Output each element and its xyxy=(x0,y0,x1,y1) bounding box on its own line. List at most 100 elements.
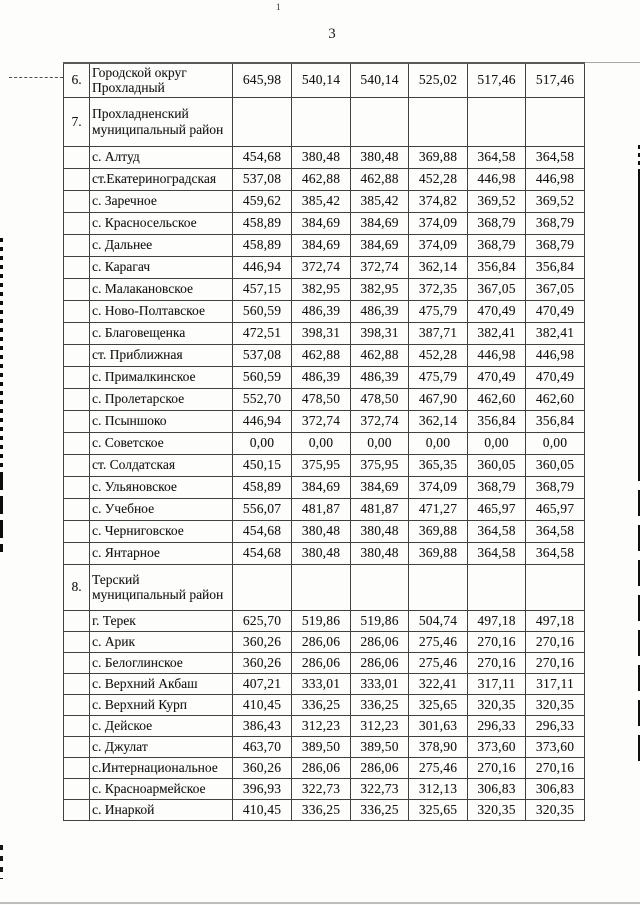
table-row: с. Верхний Курп 410,45 336,25 336,25 325,65 3… xyxy=(63,693,585,716)
settlement-name-cell: ст.Екатериноградская xyxy=(89,167,233,191)
row-number-cell xyxy=(63,167,90,191)
scan-left-edge-artifact xyxy=(0,472,3,552)
value-cell xyxy=(350,563,409,611)
row-number-cell xyxy=(63,541,90,565)
value-cell: 382,41 xyxy=(467,321,526,345)
row-number-cell xyxy=(63,630,90,653)
value-cell: 270,16 xyxy=(525,651,585,674)
settlement-name-cell: с. Благовещенка xyxy=(89,321,233,345)
value-cell: 452,28 xyxy=(408,167,468,191)
value-cell: 465,97 xyxy=(467,497,526,521)
value-cell: 375,95 xyxy=(291,453,351,477)
tariff-table-body: 6. Городской округ Прохладный 645,98 540,14… xyxy=(63,62,585,821)
value-cell xyxy=(232,96,292,147)
value-cell: 356,84 xyxy=(467,409,526,433)
value-cell: 385,42 xyxy=(350,189,409,213)
value-cell xyxy=(291,563,351,611)
value-cell: 0,00 xyxy=(467,431,526,455)
settlement-name-cell: с. Советское xyxy=(89,431,233,455)
settlement-name-cell: с. Ульяновское xyxy=(89,475,233,499)
settlement-name-cell: г. Терек xyxy=(89,609,233,632)
value-cell: 625,70 xyxy=(232,609,292,632)
value-cell: 470,49 xyxy=(467,365,526,389)
value-cell: 372,35 xyxy=(408,277,468,301)
value-cell: 470,49 xyxy=(525,299,585,323)
value-cell: 497,18 xyxy=(467,609,526,632)
value-cell: 382,41 xyxy=(525,321,585,345)
value-cell: 320,35 xyxy=(525,798,585,821)
value-cell xyxy=(408,563,468,611)
value-cell: 374,09 xyxy=(408,233,468,257)
value-cell: 336,25 xyxy=(291,798,351,821)
value-cell: 0,00 xyxy=(350,431,409,455)
value-cell: 368,79 xyxy=(467,475,526,499)
value-cell: 367,05 xyxy=(467,277,526,301)
value-cell: 458,89 xyxy=(232,211,292,235)
settlement-name-cell: с. Красноармейское xyxy=(89,777,233,800)
row-number-cell xyxy=(63,609,90,632)
row-number-cell xyxy=(63,409,90,433)
value-cell: 540,14 xyxy=(350,62,409,98)
table-row: 8. Терский муниципальный район xyxy=(63,563,585,611)
row-number-cell xyxy=(63,497,90,521)
value-cell: 504,74 xyxy=(408,609,468,632)
value-cell: 410,45 xyxy=(232,798,292,821)
row-number-cell xyxy=(63,475,90,499)
value-cell: 301,63 xyxy=(408,714,468,737)
value-cell: 519,86 xyxy=(350,609,409,632)
settlement-name-cell: с. Дальнее xyxy=(89,233,233,257)
value-cell: 374,09 xyxy=(408,211,468,235)
value-cell: 519,86 xyxy=(291,609,351,632)
value-cell: 380,48 xyxy=(291,145,351,169)
table-row: с. Учебное 556,07 481,87 481,87 471,27 465,97… xyxy=(63,497,585,521)
table-row: с. Красносельское 458,89 384,69 384,69 374,0… xyxy=(63,211,585,235)
value-cell: 462,88 xyxy=(291,343,351,367)
value-cell xyxy=(467,563,526,611)
value-cell: 270,16 xyxy=(467,756,526,779)
value-cell: 457,15 xyxy=(232,277,292,301)
value-cell: 410,45 xyxy=(232,693,292,716)
table-row: с. Белоглинское 360,26 286,06 286,06 275,46 2… xyxy=(63,651,585,674)
table-row: с.Интернациональное 360,26 286,06 286,06 275… xyxy=(63,756,585,779)
scan-faint-line xyxy=(584,62,640,63)
settlement-name-cell: с. Арик xyxy=(89,630,233,653)
value-cell: 497,18 xyxy=(525,609,585,632)
value-cell: 525,02 xyxy=(408,62,468,98)
value-cell: 369,52 xyxy=(467,189,526,213)
table-row: ст. Солдатская 450,15 375,95 375,95 365,35 36… xyxy=(63,453,585,477)
value-cell: 375,95 xyxy=(350,453,409,477)
settlement-name-cell: с. Янтарное xyxy=(89,541,233,565)
table-row: с. Карагач 446,94 372,74 372,74 362,14 356,84… xyxy=(63,255,585,279)
value-cell: 360,26 xyxy=(232,651,292,674)
value-cell: 396,93 xyxy=(232,777,292,800)
value-cell: 275,46 xyxy=(408,630,468,653)
value-cell: 320,35 xyxy=(467,693,526,716)
value-cell: 369,88 xyxy=(408,541,468,565)
value-cell: 560,59 xyxy=(232,299,292,323)
settlement-name-cell: с. Верхний Акбаш xyxy=(89,672,233,695)
value-cell: 386,43 xyxy=(232,714,292,737)
row-number-cell xyxy=(63,277,90,301)
value-cell: 446,98 xyxy=(525,343,585,367)
value-cell: 475,79 xyxy=(408,365,468,389)
value-cell: 384,69 xyxy=(350,475,409,499)
value-cell: 306,83 xyxy=(525,777,585,800)
settlement-name-cell: с. Псыншоко xyxy=(89,409,233,433)
row-number-cell xyxy=(63,365,90,389)
value-cell: 486,39 xyxy=(291,299,351,323)
value-cell: 270,16 xyxy=(525,630,585,653)
value-cell: 387,71 xyxy=(408,321,468,345)
value-cell: 517,46 xyxy=(525,62,585,98)
value-cell: 478,50 xyxy=(350,387,409,411)
value-cell: 270,16 xyxy=(467,651,526,674)
value-cell: 380,48 xyxy=(350,145,409,169)
value-cell: 325,65 xyxy=(408,798,468,821)
table-row: с. Ново-Полтавское 560,59 486,39 486,39 475,… xyxy=(63,299,585,323)
value-cell: 446,94 xyxy=(232,409,292,433)
value-cell: 360,05 xyxy=(467,453,526,477)
value-cell: 0,00 xyxy=(408,431,468,455)
row-number-cell xyxy=(63,672,90,695)
row-number-cell xyxy=(63,299,90,323)
scan-right-edge-artifact xyxy=(638,170,640,455)
value-cell: 312,23 xyxy=(350,714,409,737)
